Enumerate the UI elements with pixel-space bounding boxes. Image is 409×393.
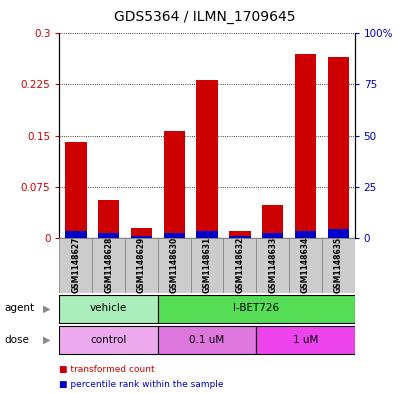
Bar (327, 229, 348, 238)
Text: vehicle: vehicle (90, 303, 127, 313)
Text: GSM1148630: GSM1148630 (169, 237, 178, 294)
Bar (196, 231, 217, 238)
Text: GSM1148627: GSM1148627 (71, 237, 80, 294)
Text: 0.1 uM: 0.1 uM (189, 335, 224, 345)
Bar (229, 231, 250, 238)
Text: GSM1148629: GSM1148629 (137, 237, 146, 294)
Text: agent: agent (4, 303, 34, 313)
Text: GSM1148628: GSM1148628 (104, 237, 113, 294)
Text: GSM1148631: GSM1148631 (202, 237, 211, 294)
Text: ▶: ▶ (43, 335, 51, 345)
Bar (261, 205, 283, 238)
Bar (163, 233, 184, 238)
Bar (65, 231, 86, 238)
Bar (163, 131, 184, 238)
Bar (98, 233, 119, 238)
Bar (92, 238, 125, 293)
Text: dose: dose (4, 335, 29, 345)
Bar (229, 236, 250, 238)
Bar (157, 326, 256, 354)
Bar (327, 57, 348, 238)
Text: I-BET726: I-BET726 (233, 303, 279, 313)
Text: GSM1148632: GSM1148632 (235, 237, 244, 294)
Bar (157, 295, 354, 323)
Bar (223, 238, 256, 293)
Text: GDS5364 / ILMN_1709645: GDS5364 / ILMN_1709645 (114, 10, 295, 24)
Bar (157, 238, 190, 293)
Text: GSM1148635: GSM1148635 (333, 237, 342, 293)
Bar (321, 238, 354, 293)
Bar (59, 326, 157, 354)
Text: ■ transformed count: ■ transformed count (59, 365, 155, 374)
Bar (59, 295, 157, 323)
Text: GSM1148633: GSM1148633 (267, 237, 276, 294)
Bar (288, 238, 321, 293)
Bar (130, 236, 152, 238)
Text: control: control (90, 335, 126, 345)
Bar (294, 231, 315, 238)
Bar (59, 238, 92, 293)
Text: ■ percentile rank within the sample: ■ percentile rank within the sample (59, 380, 223, 389)
Bar (196, 80, 217, 238)
Bar (125, 238, 157, 293)
Bar (256, 238, 288, 293)
Bar (261, 233, 283, 238)
Bar (65, 142, 86, 238)
Bar (256, 326, 354, 354)
Text: 1 uM: 1 uM (292, 335, 317, 345)
Text: ▶: ▶ (43, 303, 51, 313)
Bar (294, 54, 315, 238)
Bar (190, 238, 223, 293)
Bar (130, 228, 152, 238)
Text: GSM1148634: GSM1148634 (300, 237, 309, 294)
Bar (98, 200, 119, 238)
